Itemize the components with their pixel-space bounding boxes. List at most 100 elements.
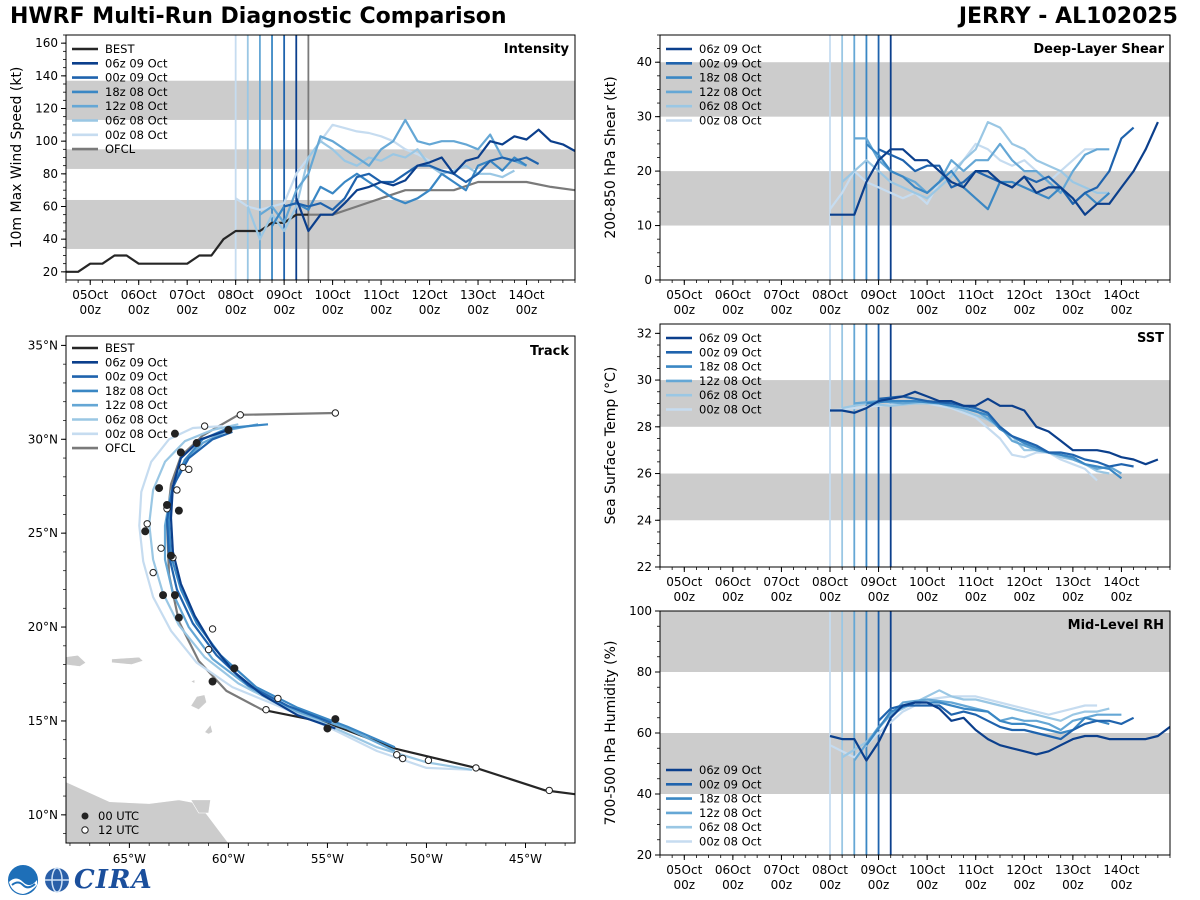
intensity-series-line [271,156,528,227]
track-xtick-label: 55°W [311,852,344,866]
sst-ytick-label: 24 [637,513,652,527]
rh-xtick-label: 10Oct [909,863,945,877]
antigua-land [190,679,195,684]
intensity-legend-label: 06z 09 Oct [105,56,168,70]
track-marker-00utc [155,484,164,493]
shear-xtick-label: 00z [771,303,793,317]
track-legend-label: 00z 09 Oct [105,370,168,384]
intensity-xtick-label: 07Oct [169,288,205,302]
track-marker-00utc [166,551,175,560]
rh-title: Mid-Level RH [1068,618,1164,633]
intensity-xtick-label: 00z [370,303,392,317]
track-marker-00utc [323,724,332,733]
puerto-rico-land [66,654,87,667]
track-legend-label: 12z 08 Oct [105,398,168,412]
track-marker-00utc [174,613,183,622]
rh-xtick-label: 12Oct [1006,863,1042,877]
intensity-xtick-label: 00z [516,303,538,317]
sst-xtick-label: 00z [916,590,938,604]
shear-xtick-label: 00z [868,303,890,317]
intensity-series-line [283,156,540,211]
track-marker-00utc [170,429,179,438]
track-marker-12utc [472,764,480,772]
track-line [261,708,575,796]
rh-xtick-label: 00z [1013,878,1035,892]
shear-xtick-label: 10Oct [909,288,945,302]
track-line [165,411,336,711]
rh-xtick-label: 00z [965,878,987,892]
track-marker-12utc [185,465,193,474]
intensity-legend-label: BEST [105,42,135,56]
rh-band [660,733,1170,794]
shear-legend-label: 12z 08 Oct [699,85,762,99]
sst-ytick-label: 32 [637,326,652,340]
shear-xtick-label: 00z [722,303,744,317]
track-marker-12utc [331,409,340,417]
track-ytick-label: 15°N [28,714,58,728]
track-marker-00utc [230,664,239,673]
rh-series-line [829,695,1098,759]
track-marker-00utc [331,715,340,724]
shear-legend-label: 00z 09 Oct [699,56,762,70]
intensity-xtick-label: 06Oct [121,288,157,302]
track-marker-00utc [170,591,179,600]
track-marker-00utc [208,677,217,686]
track-marker-00utc [159,591,168,600]
intensity-xtick-label: 09Oct [266,288,302,302]
shear-xtick-label: 11Oct [958,288,994,302]
sst-xtick-label: 10Oct [909,575,945,589]
shear-xtick-label: 07Oct [763,288,799,302]
sst-legend-label: 00z 08 Oct [699,403,762,417]
track-legend-label: 18z 08 Oct [105,384,168,398]
shear-xtick-label: 00z [916,303,938,317]
rh-xtick-label: 11Oct [958,863,994,877]
guadeloupe-land [190,694,207,711]
intensity-legend-label: 06z 08 Oct [105,114,168,128]
intensity-ytick-label: 80 [43,167,58,181]
track-xtick-label: 45°W [509,852,542,866]
sst-xtick-label: 13Oct [1055,575,1091,589]
track-title: Track [530,344,569,359]
shear-xtick-label: 05Oct [666,288,702,302]
rh-ytick-label: 60 [637,726,652,740]
track-marker-12utc [274,694,282,703]
shear-legend-label: 06z 09 Oct [699,42,762,56]
intensity-xtick-label: 00z [273,303,295,317]
track-line [148,423,473,771]
shear-xtick-label: 00z [1062,303,1084,317]
sst-xtick-label: 06Oct [715,575,751,589]
shear-xtick-label: 12Oct [1006,288,1042,302]
track-legend-label: 06z 09 Oct [105,355,168,369]
intensity-band [66,199,575,249]
sst-xtick-label: 00z [819,590,841,604]
rh-xtick-label: 00z [916,878,938,892]
track-legend-label: BEST [105,341,135,355]
sst-ylabel: Sea Surface Temp (°C) [603,367,619,525]
intensity-xtick-label: 10Oct [315,288,351,302]
intensity-xtick-label: 00z [467,303,489,317]
sst-panel: 22242628303205Oct00z06Oct00z07Oct00z08Oc… [603,323,1171,604]
shear-xtick-label: 06Oct [715,288,751,302]
intensity-panel: 2040608010012014016005Oct00z06Oct00z07Oc… [9,34,576,317]
rh-legend-label: 12z 08 Oct [699,806,762,820]
sst-xtick-label: 05Oct [666,575,702,589]
track-marker-12utc [424,756,433,765]
logo-text: CIRA [74,865,153,895]
intensity-xtick-label: 05Oct [72,288,108,302]
storm-title: JERRY - AL102025 [958,4,1178,29]
page-title: HWRF Multi-Run Diagnostic Comparison [10,4,507,29]
rh-xtick-label: 14Oct [1103,863,1139,877]
rh-xtick-label: 07Oct [763,863,799,877]
rh-series-line [877,704,1135,741]
rh-xtick-label: 00z [868,878,890,892]
sst-xtick-label: 00z [673,590,695,604]
intensity-xtick-label: 00z [176,303,198,317]
shear-title: Deep-Layer Shear [1033,42,1164,57]
sst-series-line [866,400,1123,480]
track-marker-12utc [173,486,181,494]
rh-legend-label: 06z 09 Oct [699,763,762,777]
track-marker-12utc [143,520,151,528]
shear-xtick-label: 13Oct [1055,288,1091,302]
track-line [138,425,473,771]
intensity-legend-label: 12z 08 Oct [105,99,168,113]
